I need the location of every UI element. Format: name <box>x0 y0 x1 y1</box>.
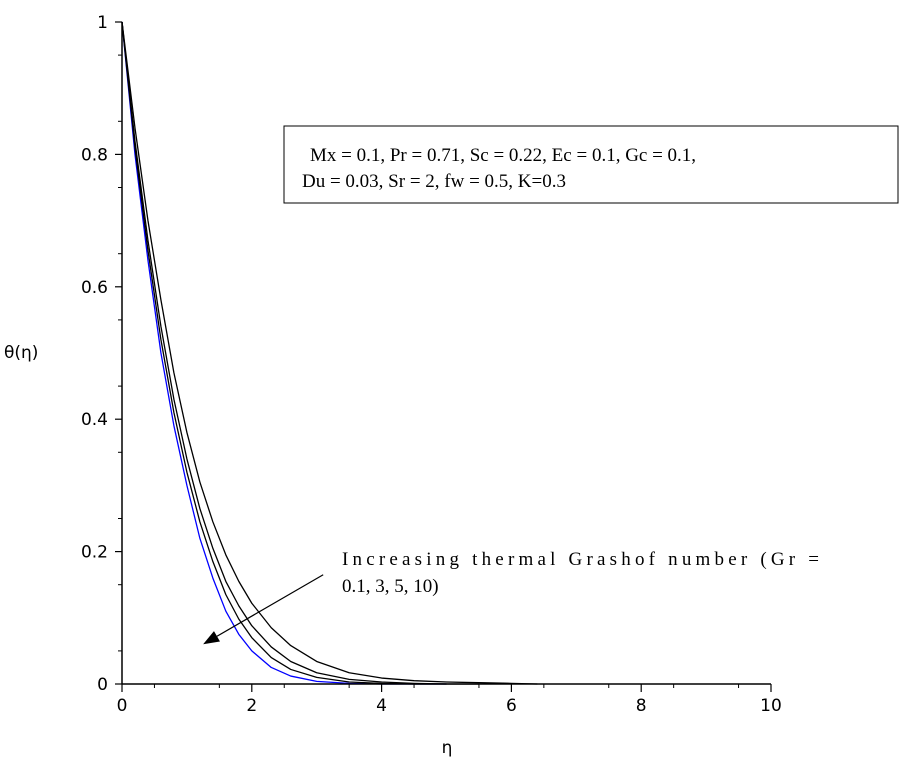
trend-arrow-shaft <box>216 574 324 637</box>
x-tick-label: 2 <box>246 696 257 716</box>
x-tick-label: 8 <box>636 696 647 716</box>
y-axis-label: θ(η) <box>4 343 38 363</box>
series-line-2 <box>121 21 447 685</box>
parameters-line-1: Mx = 0.1, Pr = 0.71, Sc = 0.22, Ec = 0.1… <box>310 145 696 166</box>
x-tick-label: 0 <box>117 696 128 716</box>
x-tick-label: 10 <box>760 696 782 716</box>
y-tick-label: 0 <box>97 675 108 695</box>
series-line-4 <box>121 21 538 685</box>
y-tick-label: 0.4 <box>81 410 108 430</box>
parameters-box-frame <box>283 125 899 204</box>
trend-arrow-head <box>203 631 220 645</box>
y-axis-ticks: 0 0.2 0.4 0.6 0.8 1 <box>81 13 122 695</box>
series-line-3 <box>121 21 479 685</box>
y-tick-label: 0.6 <box>81 278 108 298</box>
x-tick-label: 6 <box>506 696 517 716</box>
x-tick-label: 4 <box>376 696 387 716</box>
y-tick-label: 0.2 <box>81 543 108 563</box>
x-axis-label: η <box>442 738 453 758</box>
y-tick-label: 1 <box>97 13 108 33</box>
y-tick-label: 0.8 <box>81 145 108 165</box>
trend-annotation-line-2: 0.1, 3, 5, 10) <box>342 576 439 597</box>
parameters-box: Mx = 0.1, Pr = 0.71, Sc = 0.22, Ec = 0.1… <box>283 125 899 204</box>
x-axis-ticks: 0 2 4 6 8 10 <box>117 684 782 716</box>
parameters-line-2: Du = 0.03, Sr = 2, fw = 0.5, K=0.3 <box>302 171 566 192</box>
